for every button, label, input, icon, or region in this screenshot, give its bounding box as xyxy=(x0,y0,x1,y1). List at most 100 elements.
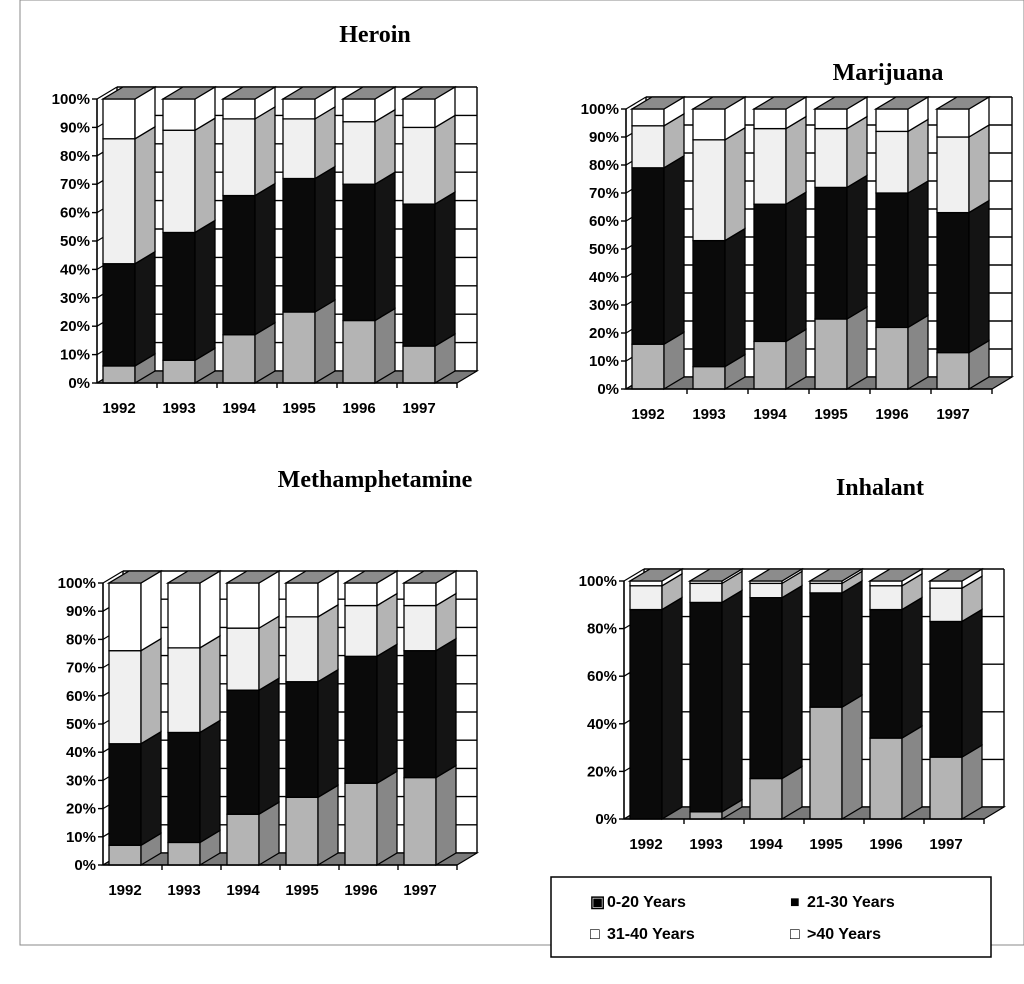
x-tick-label: 1997 xyxy=(929,836,962,853)
bar-top xyxy=(160,86,218,100)
y-tick-label: 80% xyxy=(60,148,90,165)
bar-stack xyxy=(100,85,158,385)
bar-segment-side xyxy=(134,250,156,368)
bar-segment-front xyxy=(285,796,319,866)
bar-segment-front xyxy=(814,108,848,130)
bar-segment-side xyxy=(724,126,746,242)
figure-border xyxy=(19,0,1024,946)
bar-stack xyxy=(627,567,685,821)
y-tick-label: 40% xyxy=(587,716,617,733)
bar-segment-front xyxy=(282,118,316,180)
bar-segment-side xyxy=(140,569,162,652)
bar-segment-front xyxy=(875,192,909,329)
bar-segment-side xyxy=(194,219,216,362)
bar-segment-front xyxy=(814,127,848,189)
bar-segment-front xyxy=(222,118,256,197)
bar-segment-side xyxy=(258,614,280,692)
bar-segment-front xyxy=(102,138,136,265)
y-tick-label: 10% xyxy=(66,829,96,846)
y-tick-label: 80% xyxy=(66,631,96,648)
x-tick-label: 1994 xyxy=(226,882,260,899)
y-tick-label: 0% xyxy=(595,811,617,828)
y-tick-label: 20% xyxy=(589,325,619,342)
bar-segment-front xyxy=(869,580,903,587)
bar-segment-side xyxy=(901,596,923,740)
legend: ▣ 0-20 Years ■ 21-30 Years □ 31-40 Years… xyxy=(550,876,992,958)
bar-stack xyxy=(400,85,458,385)
bar-stack xyxy=(280,85,338,385)
bar-segment-side xyxy=(663,154,685,346)
x-tick-label: 1997 xyxy=(403,882,436,899)
x-tick-label: 1993 xyxy=(167,882,200,899)
bar-segment-front xyxy=(753,127,787,205)
bar-top xyxy=(283,570,341,584)
bar-segment-side xyxy=(968,123,990,214)
y-tick-label: 30% xyxy=(60,290,90,307)
bar-top xyxy=(873,96,931,110)
methamphetamine-chart: Methamphetamine 0% 10% 20% 30% 40% 50% 60% 70% 8… xyxy=(58,467,480,899)
bar-segment-front xyxy=(749,777,783,820)
heroin-chart: Heroin 0% 10% 20% 30% 40% 50% 60% 70% 80% 90% 100%… xyxy=(52,22,480,417)
bar-top xyxy=(106,570,164,584)
bar-segment-side xyxy=(846,174,868,321)
x-tick-label: 1994 xyxy=(749,836,783,853)
bar-segment-front xyxy=(402,98,436,129)
y-tick-label: 100% xyxy=(579,573,617,590)
bar-segment-side xyxy=(134,125,156,265)
gridline-side xyxy=(102,570,124,584)
bar-segment-side xyxy=(721,589,743,814)
bar-segment-front xyxy=(342,183,376,322)
bar-top xyxy=(934,96,992,110)
bar-top xyxy=(342,570,400,584)
bar-segment-side xyxy=(968,199,990,354)
bar-stack xyxy=(927,567,985,821)
bar-stack xyxy=(751,95,809,391)
y-tick-label: 0% xyxy=(68,375,90,392)
bar-top xyxy=(747,568,805,582)
bar-segment-side xyxy=(317,784,339,867)
bar-top xyxy=(280,86,338,100)
bar-stack xyxy=(629,95,687,391)
bar-segment-front xyxy=(631,125,665,169)
bar-segment-front xyxy=(403,604,437,652)
bar-segment-front xyxy=(102,98,136,140)
bar-segment-side xyxy=(841,693,863,821)
bar-segment-front xyxy=(344,782,378,866)
bar-segment-front xyxy=(342,319,376,384)
bar-segment-front xyxy=(222,194,256,336)
bar-segment-side xyxy=(140,637,162,745)
bar-segment-front xyxy=(753,108,787,130)
bar-segment-side xyxy=(961,743,983,821)
bar-stack xyxy=(165,569,223,867)
bar-segment-front xyxy=(285,681,319,798)
bar-top xyxy=(100,86,158,100)
x-tick-label: 1995 xyxy=(809,836,842,853)
legend-label: 21-30 Years xyxy=(807,894,895,911)
gridline-side xyxy=(625,96,647,110)
bar-segment-side xyxy=(785,115,807,206)
y-tick-label: 80% xyxy=(587,621,617,638)
bar-segment-front xyxy=(344,655,378,784)
bar-segment-front xyxy=(869,737,903,820)
y-tick-label: 0% xyxy=(74,857,96,874)
bar-segment-side xyxy=(258,677,280,816)
bar-top xyxy=(629,96,687,110)
bar-segment-front xyxy=(403,650,437,779)
bar-top xyxy=(400,86,458,100)
y-tick-label: 50% xyxy=(589,241,619,258)
x-tick-label: 1993 xyxy=(162,400,195,417)
bar-segment-side xyxy=(661,596,683,821)
gridline-side xyxy=(96,86,118,100)
bar-segment-side xyxy=(314,165,336,314)
bar-segment-front xyxy=(629,580,663,587)
bar-top xyxy=(220,86,278,100)
legend-label: 31-40 Years xyxy=(607,926,695,943)
bar-segment-front xyxy=(749,582,783,599)
bar-segment-side xyxy=(314,298,336,385)
bar-segment-front xyxy=(342,121,376,185)
bar-segment-front xyxy=(631,167,665,345)
bar-segment-front xyxy=(749,597,783,780)
bar-stack xyxy=(747,567,805,821)
bar-segment-side xyxy=(254,105,276,197)
